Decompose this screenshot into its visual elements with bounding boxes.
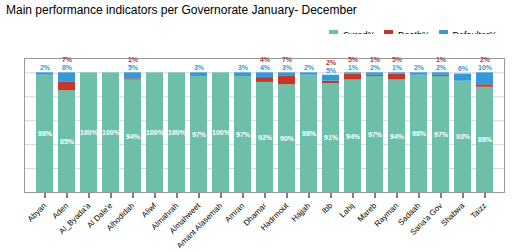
svg-text:1%: 1%: [436, 56, 447, 63]
svg-text:Aden: Aden: [51, 201, 71, 221]
svg-text:100%: 100%: [80, 129, 99, 136]
svg-text:100%: 100%: [212, 129, 231, 136]
svg-text:100%: 100%: [168, 129, 187, 136]
svg-text:94%: 94%: [390, 133, 405, 140]
svg-text:100%: 100%: [102, 129, 121, 136]
svg-text:2%: 2%: [480, 56, 491, 63]
svg-text:Aliwf: Aliwf: [140, 201, 159, 220]
html-text:Main performance indicators pe: Main performance indicators per Governor…: [6, 3, 357, 17]
svg-text:Amran: Amran: [223, 201, 247, 225]
svg-text:98%: 98%: [302, 130, 317, 137]
svg-text:Hadrmout: Hadrmout: [259, 201, 291, 233]
svg-text:Al_Byada'a: Al_Byada'a: [57, 201, 92, 236]
svg-text:91%: 91%: [324, 134, 339, 141]
svg-text:3%: 3%: [282, 64, 293, 71]
svg-text:5%: 5%: [326, 66, 337, 73]
svg-text:3%: 3%: [238, 64, 249, 71]
svg-text:10%: 10%: [478, 64, 493, 71]
svg-text:2%: 2%: [370, 64, 381, 71]
svg-text:1%: 1%: [392, 64, 403, 71]
svg-text:2%: 2%: [40, 64, 51, 71]
svg-text:3%: 3%: [194, 64, 205, 71]
svg-text:8%: 8%: [62, 64, 73, 71]
svg-text:100%: 100%: [146, 129, 165, 136]
svg-text:Mareb: Mareb: [355, 201, 379, 224]
svg-text:Lahij: Lahij: [338, 201, 356, 219]
svg-text:Dhamar: Dhamar: [241, 201, 269, 228]
svg-text:85%: 85%: [60, 138, 75, 145]
svg-text:Sadaah: Sadaah: [396, 201, 423, 228]
svg-text:97%: 97%: [192, 131, 207, 138]
svg-text:2%: 2%: [326, 58, 337, 65]
svg-text:5%: 5%: [392, 56, 403, 63]
svg-text:97%: 97%: [434, 131, 449, 138]
svg-text:97%: 97%: [236, 131, 251, 138]
svg-text:97%: 97%: [368, 131, 383, 138]
svg-text:7%: 7%: [282, 56, 293, 63]
svg-text:98%: 98%: [412, 130, 427, 137]
svg-text:5%: 5%: [128, 64, 139, 71]
svg-text:2%: 2%: [414, 64, 425, 71]
svg-text:Ibb: Ibb: [320, 201, 335, 216]
svg-text:1%: 1%: [128, 56, 139, 63]
svg-text:Hajjah: Hajjah: [290, 201, 312, 223]
svg-text:Shabwa: Shabwa: [439, 201, 466, 228]
svg-text:94%: 94%: [126, 133, 141, 140]
svg-text:94%: 94%: [346, 133, 361, 140]
svg-text:2%: 2%: [436, 64, 447, 71]
svg-text:92%: 92%: [258, 134, 273, 141]
svg-text:7%: 7%: [62, 56, 73, 63]
svg-text:1%: 1%: [370, 56, 381, 63]
svg-text:Alhodidah: Alhodidah: [105, 201, 137, 233]
svg-text:98%: 98%: [38, 130, 53, 137]
svg-text:Taizz: Taizz: [469, 201, 488, 220]
svg-text:Rayman: Rayman: [373, 201, 400, 228]
svg-text:2%: 2%: [304, 64, 315, 71]
svg-text:Al Dale'e: Al Dale'e: [85, 201, 115, 230]
svg-text:4%: 4%: [260, 56, 271, 63]
svg-text:6%: 6%: [458, 65, 469, 72]
svg-text:Almahrah: Almahrah: [149, 201, 181, 232]
svg-text:88%: 88%: [478, 136, 493, 143]
svg-text:5%: 5%: [348, 56, 359, 63]
svg-text:93%: 93%: [456, 133, 471, 140]
svg-text:Sana'a Gov: Sana'a Gov: [408, 201, 444, 237]
svg-text:Amant Alasemah: Amant Alasemah: [175, 201, 224, 248]
svg-text:Abyan: Abyan: [26, 201, 48, 223]
svg-text:Almahweet: Almahweet: [167, 201, 203, 236]
svg-text:4%: 4%: [260, 64, 271, 71]
svg-text:1%: 1%: [348, 64, 359, 71]
svg-text:90%: 90%: [280, 135, 295, 142]
